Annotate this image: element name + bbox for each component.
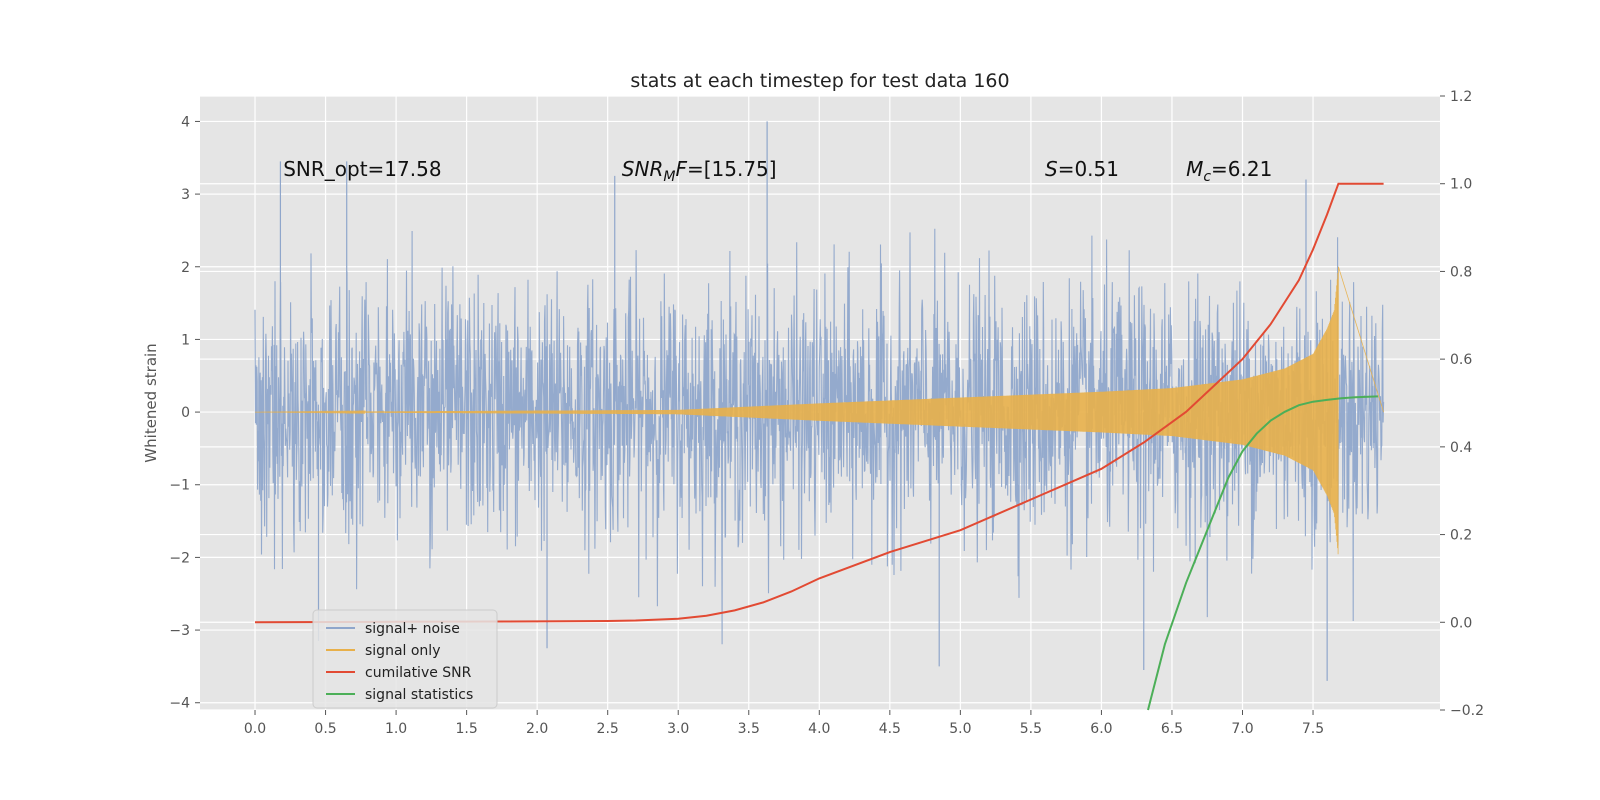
legend-label-signal-statistics: signal statistics [365,687,473,703]
x-tick-label: 4.5 [879,721,901,737]
annotation-main: M [1186,157,1203,181]
x-tick-label: 3.0 [667,721,689,737]
legend-label-cumilative-snr: cumilative SNR [365,665,472,681]
annotation-snr-mf-15-75: SNRMF=[15.75] [622,157,777,185]
annotation-s-0-51: S=0.51 [1045,157,1119,181]
y2-tick-label: 0.2 [1450,528,1472,544]
y-tick-label: −2 [169,550,190,566]
series-line-cumilative-snr [254,182,1384,624]
annotation-sub: M [663,169,675,185]
chart-title: stats at each timestep for test data 160 [630,70,1009,92]
y-axis-label: Whitened strain [142,343,160,462]
annotation-tail: =6.21 [1211,157,1272,181]
x-tick-label: 0.5 [314,721,336,737]
series-signal-only [255,266,1384,555]
y-tick-label: −1 [169,478,190,494]
y-tick-label: 1 [181,332,190,348]
y2-tick-label: −0.2 [1450,703,1484,719]
series-line-signal-statistics [1147,395,1378,711]
x-tick-label: 2.0 [526,721,548,737]
y2-tick-label: 0.6 [1450,352,1472,368]
legend-label-signal-only: signal only [365,643,440,659]
x-tick-label: 7.5 [1302,721,1324,737]
x-tick-labels: 0.0 0.5 1.0 1.5 2.0 2.5 3.0 3.5 4.0 4.5 5.0 5.5 6.0 6… [244,710,1324,737]
y-tick-label: 3 [181,187,190,203]
x-tick-label: 0.0 [244,721,266,737]
y2-tick-labels: −0.2 0.0 0.2 0.4 0.6 0.8 1.0 1.2 [1440,89,1484,719]
y2-tick-label: 0.0 [1450,615,1472,631]
annotation-tail-italic: F [675,157,687,181]
y-tick-label: −3 [169,623,190,639]
annotation-tail: F=[15.75] [675,157,776,181]
x-tick-label: 3.5 [738,721,760,737]
y2-tick-label: 1.2 [1450,89,1472,105]
annotation-tail-rest: =[15.75] [687,157,777,181]
y-tick-label: 4 [181,114,190,130]
x-tick-label: 6.0 [1090,721,1112,737]
y-tick-labels: −4 −3 −2 −1 0 1 2 3 4 [169,114,200,712]
x-tick-label: 6.5 [1161,721,1183,737]
y2-tick-label: 0.4 [1450,440,1472,456]
annotation-tail: =0.51 [1058,157,1119,181]
x-tick-label: 1.5 [455,721,477,737]
legend: signal+ noise signal only cumilative SNR si… [312,609,498,709]
x-tick-label: 2.5 [597,721,619,737]
annotation-m-c-6-21: Mc=6.21 [1186,157,1272,185]
annotation-main: SNR [622,157,664,181]
y2-tick-label: 0.8 [1450,264,1472,280]
x-tick-label: 5.5 [1020,721,1042,737]
y-tick-label: −4 [169,696,190,712]
annotation-sub: c [1203,169,1211,185]
x-tick-label: 5.0 [949,721,971,737]
legend-box [312,609,498,709]
x-tick-label: 7.0 [1231,721,1253,737]
annotations: SNR_opt=17.58 SNRMF=[15.75] S=0.51 Mc=6.21 [283,157,1272,185]
y2-tick-label: 1.0 [1450,177,1472,193]
annotation-main: S [1045,157,1058,181]
x-tick-label: 4.0 [808,721,830,737]
series-lines [254,182,1384,711]
y-tick-label: 0 [181,405,190,421]
annotation-snr-opt-17-58: SNR_opt=17.58 [283,157,441,181]
y-tick-label: 2 [181,260,190,276]
x-tick-label: 1.0 [385,721,407,737]
series-line-signal-only [255,266,1384,555]
legend-label-signal-noise: signal+ noise [365,621,460,637]
